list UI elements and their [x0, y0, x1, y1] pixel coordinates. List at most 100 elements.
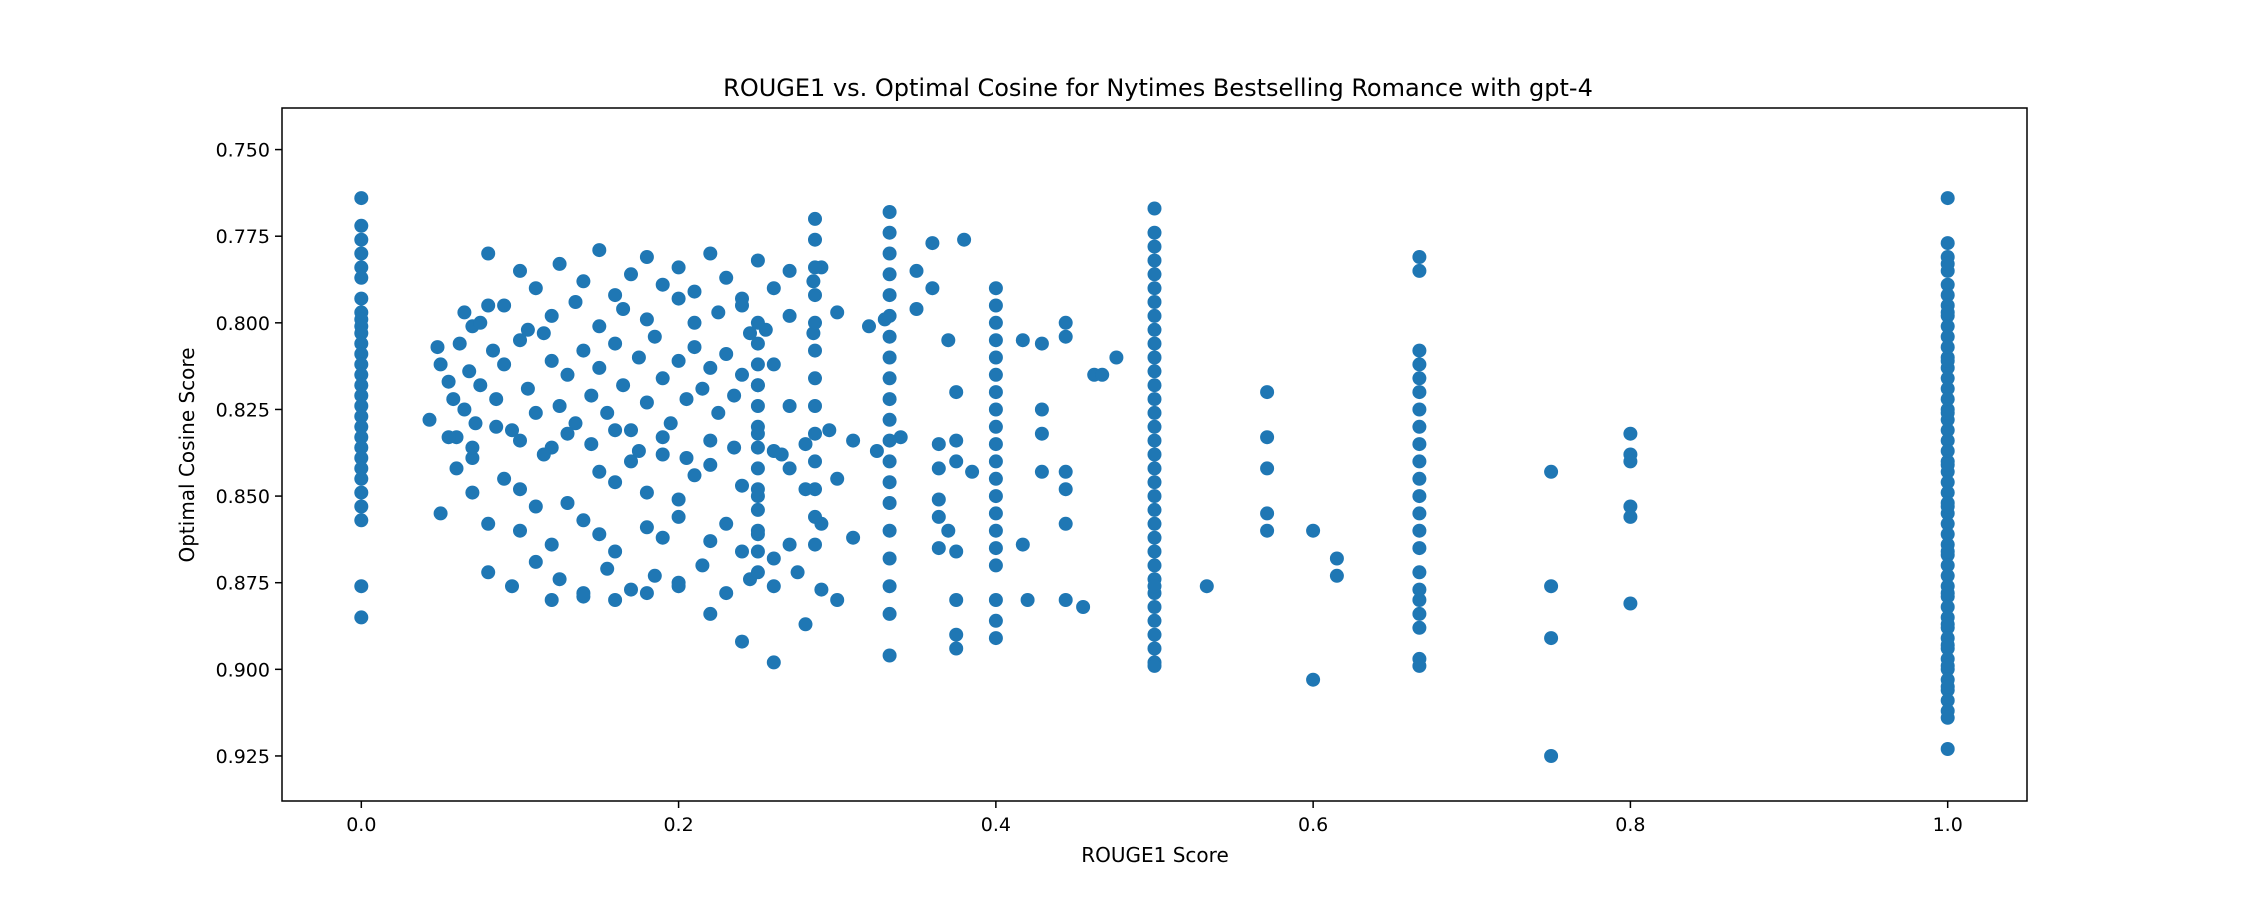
data-point	[750, 315, 765, 330]
data-point	[808, 288, 822, 303]
data-point	[830, 593, 845, 607]
data-point	[528, 499, 543, 514]
data-point	[1147, 392, 1162, 407]
data-point	[988, 613, 1003, 628]
data-point	[931, 437, 946, 452]
data-point	[465, 451, 480, 465]
data-point	[655, 430, 670, 445]
data-point	[452, 336, 467, 351]
data-point	[1147, 558, 1162, 573]
data-point	[1329, 551, 1344, 566]
data-point	[1940, 742, 1955, 756]
data-point	[1940, 353, 1955, 368]
data-point	[830, 305, 845, 320]
data-point	[1412, 606, 1427, 621]
data-point	[1147, 461, 1162, 476]
data-point	[1940, 371, 1955, 386]
data-point	[882, 551, 897, 566]
data-point	[1940, 423, 1955, 438]
data-point	[600, 405, 615, 420]
data-point	[750, 502, 765, 517]
data-point	[481, 246, 496, 261]
data-point	[520, 322, 535, 337]
data-point	[1147, 627, 1162, 642]
data-point	[616, 378, 631, 393]
data-point	[544, 593, 559, 607]
data-point	[750, 523, 765, 538]
data-point	[988, 454, 1003, 469]
data-point	[1260, 430, 1275, 445]
data-point	[719, 270, 734, 285]
data-point	[457, 402, 472, 417]
data-point	[468, 416, 483, 431]
data-point	[513, 482, 527, 497]
data-point	[639, 485, 654, 500]
data-point	[608, 593, 623, 607]
data-point	[766, 357, 781, 372]
data-point	[1147, 253, 1162, 268]
data-point	[806, 326, 821, 341]
data-point	[703, 457, 718, 472]
data-point	[1147, 336, 1162, 351]
data-point	[1412, 385, 1427, 400]
data-point	[354, 260, 369, 275]
data-point	[560, 367, 575, 382]
data-point	[354, 409, 369, 424]
data-point	[608, 336, 623, 351]
data-point	[1412, 506, 1427, 521]
data-point	[1940, 381, 1955, 396]
data-point	[481, 565, 496, 580]
data-point	[808, 232, 822, 247]
data-point	[988, 350, 1003, 365]
data-point	[1412, 437, 1427, 452]
data-point	[1147, 613, 1162, 628]
data-point	[909, 263, 924, 278]
data-point	[1412, 402, 1427, 417]
data-point	[808, 260, 822, 275]
data-point	[354, 388, 369, 403]
data-point	[1940, 256, 1955, 271]
data-point	[750, 253, 765, 268]
data-point	[949, 385, 964, 400]
x-axis: 0.0 0.2 0.4 0.6 0.8 1.0	[346, 801, 1963, 836]
data-point	[988, 385, 1003, 400]
data-point	[1623, 596, 1638, 611]
data-point	[1623, 454, 1638, 469]
data-point	[988, 558, 1003, 573]
data-point	[869, 444, 884, 458]
data-point	[1034, 464, 1049, 479]
data-point	[462, 364, 477, 379]
data-point	[882, 392, 897, 407]
data-point	[457, 305, 472, 320]
data-point	[808, 537, 822, 552]
data-point	[671, 353, 686, 368]
data-point	[727, 388, 742, 403]
data-point	[1306, 523, 1321, 538]
data-point	[1940, 288, 1955, 303]
data-point	[671, 260, 686, 275]
data-point	[882, 496, 897, 510]
data-point	[949, 433, 964, 448]
data-point	[750, 461, 765, 476]
data-point	[513, 333, 527, 348]
data-point	[941, 333, 956, 348]
data-point	[931, 541, 946, 556]
data-point	[808, 399, 822, 413]
data-point	[1623, 499, 1638, 514]
data-point	[679, 451, 694, 465]
x-tick-label: 0.2	[663, 814, 693, 836]
data-point	[735, 298, 749, 313]
data-point	[639, 395, 654, 410]
data-point	[1147, 502, 1162, 517]
data-point	[1940, 600, 1955, 614]
data-point	[808, 482, 822, 497]
data-point	[750, 440, 765, 455]
chart-title: ROUGE1 vs. Optimal Cosine for Nytimes Be…	[723, 74, 1593, 102]
x-tick-label: 0.4	[981, 814, 1011, 836]
data-point	[608, 288, 623, 303]
data-point	[1940, 277, 1955, 292]
data-point	[1544, 749, 1559, 763]
data-point	[782, 308, 797, 323]
data-point	[1940, 433, 1955, 448]
data-point	[671, 492, 686, 507]
